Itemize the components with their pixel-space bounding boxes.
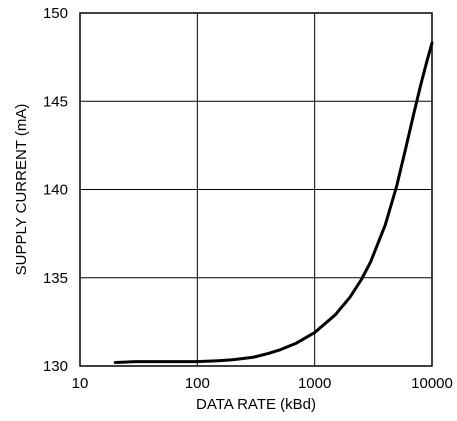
plot-frame	[79, 12, 433, 367]
y-tick-label-1: 135	[43, 270, 68, 287]
x-tick-labels: 10 100 1000 10000	[72, 375, 453, 392]
grid-lines	[79, 12, 433, 367]
y-tick-label-3: 145	[43, 93, 68, 110]
y-tick-label-0: 130	[43, 358, 68, 375]
x-tick-label-3: 10000	[411, 375, 453, 392]
x-tick-label-1: 100	[185, 375, 210, 392]
y-tick-label-4: 150	[43, 5, 68, 22]
series-line	[113, 41, 434, 364]
y-axis-title: SUPPLY CURRENT (mA)	[13, 104, 30, 276]
x-tick-label-0: 10	[72, 375, 89, 392]
y-tick-labels: 130 135 140 145 150	[43, 5, 68, 375]
y-tick-label-2: 140	[43, 182, 68, 199]
x-axis-title: DATA RATE (kBd)	[196, 396, 316, 413]
x-tick-label-2: 1000	[298, 375, 331, 392]
